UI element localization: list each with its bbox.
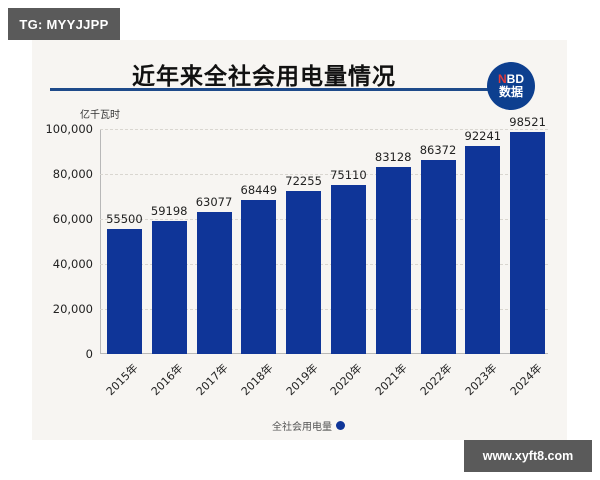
bottom-watermark-tag: www.xyft8.com xyxy=(464,440,592,472)
x-tick-label: 2018年 xyxy=(238,361,276,399)
logo-letters-bd: BD xyxy=(506,72,524,87)
bar-value-label: 86372 xyxy=(419,142,457,157)
bar-value-label: 68449 xyxy=(240,182,278,197)
logo-letter-n: N xyxy=(497,72,507,87)
legend-marker-icon xyxy=(336,421,345,430)
bar-value-label: 92241 xyxy=(464,129,502,144)
x-tick-label: 2022年 xyxy=(417,361,455,399)
gridline xyxy=(100,129,548,130)
y-tick-label: 40,000 xyxy=(52,257,93,271)
y-tick-label: 60,000 xyxy=(52,212,93,226)
bar-2017年 xyxy=(196,212,232,354)
bar-value-label: 59198 xyxy=(150,203,188,218)
legend: 全社会用电量 xyxy=(272,418,345,433)
bar-2016年 xyxy=(151,220,187,354)
y-tick-label: 0 xyxy=(85,347,93,361)
x-tick-label: 2016年 xyxy=(149,361,186,399)
y-tick-label: 100,000 xyxy=(45,122,93,136)
gridline xyxy=(100,309,548,310)
bar-2020年 xyxy=(330,185,366,354)
y-tick-label: 80,000 xyxy=(52,167,93,181)
x-tick-label: 2020年 xyxy=(328,361,366,399)
y-tick-label: 20,000 xyxy=(52,302,93,316)
gridline xyxy=(100,219,548,220)
x-tick-label: 2021年 xyxy=(373,361,410,399)
bar-2023年 xyxy=(465,146,501,354)
bar-value-label: 72255 xyxy=(285,174,322,189)
gridline xyxy=(100,174,548,175)
bar-2019年 xyxy=(286,191,322,354)
chart-panel: 近年来全社会用电量情况 NBD 数据 亿千瓦时 0 20,000 40,000 60,… xyxy=(32,40,567,440)
title-underline xyxy=(50,88,500,91)
bar-2024年 xyxy=(510,132,546,354)
x-tick-label: 2019年 xyxy=(283,361,321,399)
bar-2018年 xyxy=(241,200,277,354)
x-tick-label: 2017年 xyxy=(193,361,231,399)
nbd-data-logo-icon: NBD 数据 xyxy=(487,62,535,110)
logo-text-data: 数据 xyxy=(498,85,523,99)
bar-value-label: 83128 xyxy=(374,149,412,164)
x-tick-label: 2023年 xyxy=(462,361,500,399)
x-tick-label: 2024年 xyxy=(507,361,545,399)
chart-title: 近年来全社会用电量情况 xyxy=(132,64,396,90)
x-tick-label: 2015年 xyxy=(104,361,142,399)
bar-value-label: 98521 xyxy=(509,115,546,130)
bar-2015年 xyxy=(106,229,142,354)
gridline xyxy=(100,264,548,265)
bar-value-label: 75110 xyxy=(330,168,367,182)
x-axis-line xyxy=(100,353,548,354)
bar-2021年 xyxy=(375,166,411,354)
bar-value-label: 55500 xyxy=(106,212,143,227)
legend-label: 全社会用电量 xyxy=(272,422,332,433)
y-axis-line xyxy=(100,129,101,354)
plot-area: 0 20,000 40,000 60,000 80,000 100,000 55500 201… xyxy=(45,115,548,398)
top-watermark-tag: TG: MYYJJPP xyxy=(8,8,120,40)
y-axis-unit-label: 亿千瓦时 xyxy=(80,110,120,121)
bar-2022年 xyxy=(420,159,456,354)
bar-value-label: 63077 xyxy=(195,195,233,210)
